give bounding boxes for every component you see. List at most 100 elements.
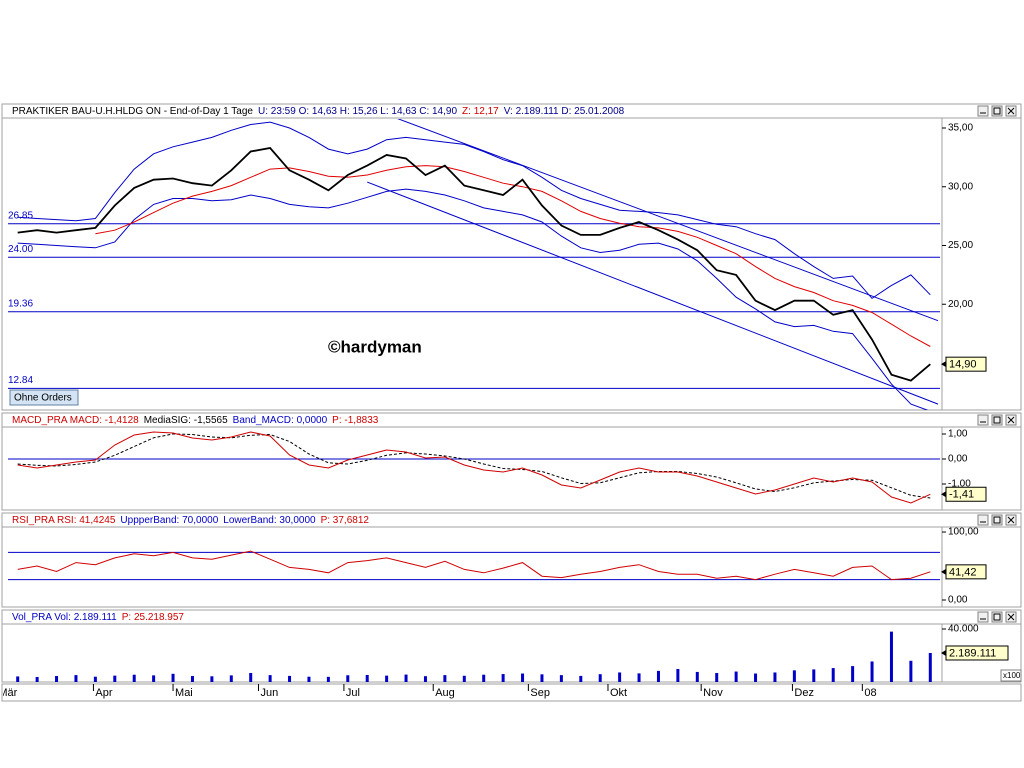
volume-bar bbox=[385, 675, 389, 682]
x-tick-label: Mai bbox=[175, 687, 193, 699]
header-text: Band_MACD: 0,0000 bbox=[233, 415, 328, 426]
header-text: MACD_PRA MACD: -1,4128 bbox=[12, 415, 139, 426]
window-button[interactable] bbox=[991, 611, 1003, 623]
x-tick-label: Nov bbox=[703, 687, 723, 699]
h-line-label: 12.84 bbox=[8, 375, 33, 386]
series-line bbox=[17, 431, 931, 504]
panel-frame bbox=[1, 412, 1022, 511]
volume-bar bbox=[443, 675, 447, 682]
last-value-box bbox=[945, 645, 1009, 661]
window-button[interactable] bbox=[977, 611, 989, 623]
last-value-box bbox=[945, 356, 987, 372]
panel-frame bbox=[1, 512, 1022, 608]
volume-bar bbox=[365, 674, 369, 682]
y-tick-label: 100,00 bbox=[948, 527, 979, 538]
volume-bar bbox=[482, 674, 486, 682]
volume-bar bbox=[229, 675, 233, 682]
series-line bbox=[17, 147, 931, 382]
x-tick-label: Aug bbox=[435, 687, 455, 699]
volume-bar bbox=[346, 675, 350, 682]
volume-bar bbox=[812, 669, 816, 682]
trend-line bbox=[367, 181, 939, 405]
window-button[interactable] bbox=[991, 514, 1003, 526]
header-text: P: -1,8833 bbox=[332, 415, 379, 426]
last-arrow bbox=[941, 649, 946, 656]
volume-bar bbox=[113, 675, 117, 682]
last-value-box bbox=[945, 486, 987, 502]
y-tick-label: 20,00 bbox=[948, 299, 973, 310]
header-text: MediaSIG: -1,5565 bbox=[144, 415, 228, 426]
volume-bar bbox=[773, 672, 777, 682]
volume-bar bbox=[637, 673, 641, 682]
volume-bar bbox=[93, 676, 97, 682]
panel-header: MACD_PRA MACD: -1,4128 MediaSIG: -1,5565 B… bbox=[12, 415, 379, 426]
volume-bar bbox=[74, 675, 78, 682]
last-value-label: 2.189.111 bbox=[949, 647, 996, 659]
last-value-label: 41,42 bbox=[949, 566, 977, 578]
window-button[interactable] bbox=[991, 414, 1003, 426]
series-line bbox=[17, 550, 931, 581]
header-text: P: 37,6812 bbox=[321, 515, 370, 526]
volume-bar bbox=[190, 676, 194, 682]
header-text: RSI_PRA RSI: 41,4245 bbox=[12, 515, 116, 526]
header-text: Vol_PRA Vol: 2.189.111 bbox=[12, 612, 117, 623]
volume-bar bbox=[307, 676, 311, 682]
plot-area bbox=[8, 119, 940, 410]
header-text: P: 25.218.957 bbox=[122, 612, 185, 623]
volume-bar bbox=[754, 673, 758, 682]
volume-bar bbox=[152, 675, 156, 682]
volume-bar bbox=[171, 673, 175, 682]
header-text: PRAKTIKER BAU-U.H.HLDG ON - End-of-Day 1… bbox=[12, 106, 253, 117]
h-line-label: 24.00 bbox=[8, 244, 33, 255]
window-button[interactable] bbox=[991, 105, 1003, 117]
volume-bar bbox=[210, 676, 214, 682]
x-tick-label: Jul bbox=[346, 687, 360, 699]
x-tick-label: Dez bbox=[794, 687, 814, 699]
volume-bar bbox=[656, 670, 660, 682]
button-icon bbox=[993, 613, 1001, 621]
volume-bar bbox=[676, 669, 680, 682]
header-text: UppperBand: 70,0000 bbox=[120, 515, 218, 526]
volume-bar bbox=[889, 631, 893, 682]
y-tick-label: 30,00 bbox=[948, 181, 973, 192]
window-button[interactable] bbox=[977, 514, 989, 526]
button-icon bbox=[1007, 107, 1015, 115]
scale-note: x100 bbox=[1003, 671, 1021, 680]
volume-bar bbox=[909, 660, 913, 682]
volume-bar bbox=[288, 675, 292, 682]
last-value-box bbox=[945, 564, 987, 580]
volume-bar bbox=[268, 675, 272, 682]
volume-bar bbox=[326, 676, 330, 682]
y-tick-label: 0,00 bbox=[948, 595, 968, 606]
date-axis bbox=[1, 683, 1022, 702]
panel-header: PRAKTIKER BAU-U.H.HLDG ON - End-of-Day 1… bbox=[12, 106, 625, 117]
series-line bbox=[95, 165, 931, 347]
volume-bar bbox=[870, 661, 874, 682]
volume-bar bbox=[715, 672, 719, 682]
orders-button-label[interactable]: Ohne Orders bbox=[14, 393, 72, 404]
h-line-label: 19.36 bbox=[8, 298, 33, 309]
header-text: U: 23:59 O: 14,63 H: 15,26 L: 14,63 C: 1… bbox=[258, 106, 457, 117]
x-tick-label: Sep bbox=[530, 687, 550, 699]
y-tick-label: 35,00 bbox=[948, 123, 973, 134]
window-button[interactable] bbox=[977, 105, 989, 117]
series-line bbox=[17, 433, 931, 499]
date-axis-ticks: Mär Apr Mai Jun Jul Aug Sep Okt Nov Dez 08 bbox=[3, 684, 877, 699]
plot-area bbox=[16, 631, 932, 682]
volume-bar bbox=[521, 673, 525, 682]
button-icon bbox=[1007, 613, 1015, 621]
x-tick-label: Okt bbox=[610, 687, 627, 699]
volume-bar bbox=[695, 671, 699, 682]
orders-button[interactable] bbox=[9, 389, 79, 406]
volume-bar bbox=[404, 674, 408, 682]
window-button[interactable] bbox=[977, 414, 989, 426]
volume-bar bbox=[579, 675, 583, 682]
volume-bar bbox=[462, 675, 466, 682]
button-icon bbox=[1007, 416, 1015, 424]
header-text: LowerBand: 30,0000 bbox=[223, 515, 316, 526]
volume-bar bbox=[734, 671, 738, 682]
volume-bar bbox=[928, 652, 932, 682]
y-tick-label: 25,00 bbox=[948, 240, 973, 251]
